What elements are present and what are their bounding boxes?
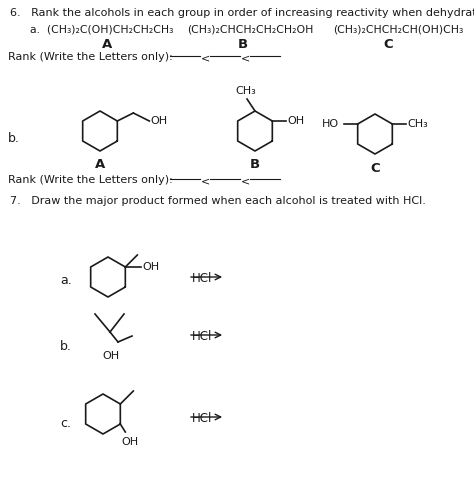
- Text: A: A: [102, 38, 112, 51]
- Text: Rank (Write the Letters only):: Rank (Write the Letters only):: [8, 175, 173, 185]
- Text: C: C: [383, 38, 393, 51]
- Text: a.: a.: [60, 274, 72, 287]
- Text: 7.   Draw the major product formed when each alcohol is treated with HCl.: 7. Draw the major product formed when ea…: [10, 195, 426, 205]
- Text: <: <: [201, 53, 210, 63]
- Text: B: B: [250, 157, 260, 171]
- Text: A: A: [95, 157, 105, 171]
- Text: Rank (Write the Letters only):: Rank (Write the Letters only):: [8, 52, 173, 62]
- Text: HO: HO: [322, 119, 339, 129]
- Text: OH: OH: [287, 116, 304, 126]
- Text: <: <: [241, 176, 250, 186]
- Text: CH₃: CH₃: [235, 86, 256, 96]
- Text: B: B: [238, 38, 248, 51]
- Text: b.: b.: [8, 132, 20, 144]
- Text: (CH₃)₂CHCH₂CH₂CH₂OH: (CH₃)₂CHCH₂CH₂CH₂OH: [187, 24, 313, 34]
- Text: OH: OH: [121, 436, 138, 446]
- Text: CH₃: CH₃: [407, 119, 428, 129]
- Text: b.: b.: [60, 339, 72, 352]
- Text: C: C: [370, 162, 380, 175]
- Text: (CH₃)₂CHCH₂CH(OH)CH₃: (CH₃)₂CHCH₂CH(OH)CH₃: [333, 24, 463, 34]
- Text: HCl: HCl: [192, 271, 212, 285]
- Text: <: <: [241, 53, 250, 63]
- Text: <: <: [201, 176, 210, 186]
- Text: HCl: HCl: [192, 411, 212, 424]
- Text: 6.   Rank the alcohols in each group in order of increasing reactivity when dehy: 6. Rank the alcohols in each group in or…: [10, 8, 474, 18]
- Text: OH: OH: [102, 350, 119, 360]
- Text: HCl: HCl: [192, 329, 212, 342]
- Text: a.  (CH₃)₂C(OH)CH₂CH₂CH₃: a. (CH₃)₂C(OH)CH₂CH₂CH₃: [30, 24, 173, 34]
- Text: OH: OH: [142, 262, 159, 271]
- Text: OH: OH: [150, 116, 167, 126]
- Text: c.: c.: [60, 416, 71, 429]
